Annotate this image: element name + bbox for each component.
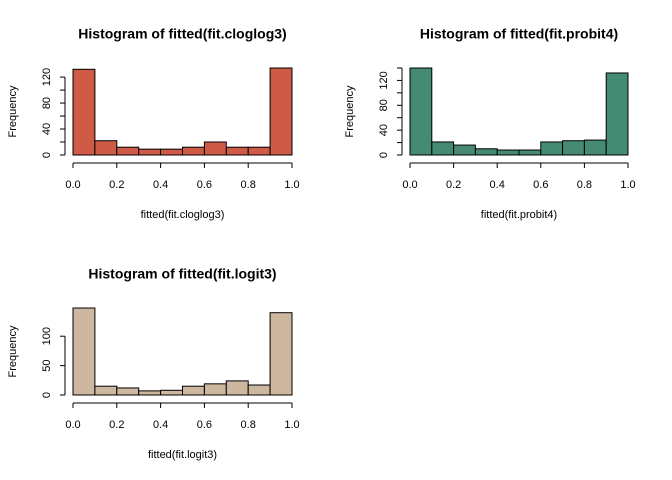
bar [72,68,96,156]
x-tick-label: 0.4 [153,419,168,431]
bar [605,72,629,156]
bar [247,384,271,396]
y-tick-label: 40 [378,124,390,136]
bar [409,67,433,156]
x-axis-label: fitted(fit.probit4) [481,209,557,221]
x-tick-label: 0.8 [577,179,592,191]
x-tick-label: 0.6 [197,179,212,191]
x-axis-label: fitted(fit.cloglog3) [141,209,225,221]
x-tick-label: 0.4 [490,179,505,191]
bar [138,148,162,156]
bar [203,141,227,156]
y-tick-label: 0 [378,152,390,158]
bar [182,385,205,396]
x-tick-label: 1.0 [284,419,299,431]
x-tick-label: 0.0 [65,179,80,191]
y-tick-label: 40 [41,123,53,135]
bar [474,148,498,156]
x-tick-label: 0.8 [241,179,256,191]
x-tick-label: 0.4 [153,179,168,191]
bar [203,383,227,396]
bar [540,141,564,156]
x-tick-label: 0.0 [402,179,417,191]
bar [116,387,140,396]
chart-title: Histogram of fitted(fit.probit4) [420,26,618,42]
y-tick-label: 0 [41,392,53,398]
y-tick-label: 50 [41,359,53,371]
bar [94,385,118,396]
bar [496,149,520,156]
x-tick-label: 0.6 [533,179,548,191]
x-tick-label: 0.6 [197,419,212,431]
y-tick-label: 120 [378,71,390,89]
bar [72,307,96,396]
x-tick-label: 0.2 [109,419,124,431]
y-axis-label: Frequency [344,85,356,137]
bar [116,146,140,156]
bar [431,141,455,156]
chart-title: Histogram of fitted(fit.logit3) [88,266,276,282]
bar [138,390,162,396]
x-tick-label: 1.0 [620,179,635,191]
bar [269,67,293,156]
bar [225,146,249,156]
bar [518,149,542,156]
bar [160,148,184,156]
x-tick-label: 0.8 [241,419,256,431]
x-tick-label: 1.0 [284,179,299,191]
x-tick-label: 0.2 [109,179,124,191]
y-tick-label: 0 [41,152,53,158]
x-tick-label: 0.2 [446,179,461,191]
y-tick-label: 80 [41,97,53,109]
y-tick-label: 100 [41,327,53,345]
bar [453,144,476,156]
bar [247,146,271,156]
y-tick-label: 120 [41,68,53,86]
bar [269,312,293,396]
bar [562,140,585,156]
bar [160,389,184,396]
y-axis-label: Frequency [7,85,19,137]
chart-title: Histogram of fitted(fit.cloglog3) [78,26,286,42]
bar [225,380,249,396]
bar [583,139,607,156]
x-axis-label: fitted(fit.logit3) [148,449,217,461]
bar [182,146,205,156]
y-axis-label: Frequency [7,325,19,377]
y-tick-label: 80 [378,99,390,111]
bar [94,140,118,156]
x-tick-label: 0.0 [65,419,80,431]
